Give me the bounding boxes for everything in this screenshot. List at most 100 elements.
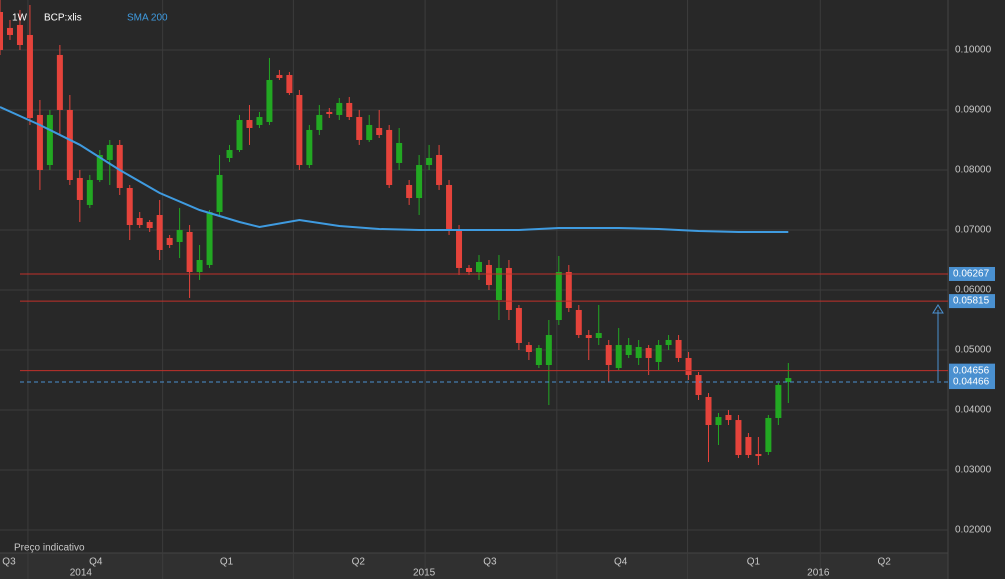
candle-body: [505, 267, 512, 310]
y-tick-label: 0.07000: [955, 225, 992, 236]
candle-body: [196, 259, 203, 272]
y-tick-label: 0.03000: [955, 465, 992, 476]
candle-body: [296, 94, 303, 166]
candle-body: [176, 229, 183, 242]
candle-body: [495, 267, 502, 301]
x-tick-label: 2016: [807, 568, 830, 579]
price-tag-label: 0.05815: [953, 296, 990, 307]
candle-body: [655, 345, 662, 363]
candle-body: [26, 34, 33, 118]
candle-body: [715, 417, 722, 426]
candle-body: [635, 347, 642, 358]
candle-body: [595, 333, 602, 339]
candle-body: [406, 184, 413, 199]
candle-body: [615, 345, 622, 369]
x-tick-label: Q3: [2, 557, 16, 568]
candle-body: [605, 345, 612, 366]
x-tick-label: Q3: [483, 557, 497, 568]
y-tick-label: 0.02000: [955, 525, 992, 536]
candle-body: [66, 109, 73, 181]
price-tag: [949, 266, 995, 281]
x-tick-label: 2014: [70, 568, 93, 579]
candle-body: [565, 271, 572, 309]
candle-body: [366, 124, 373, 140]
candle-body: [745, 437, 752, 456]
candle-body: [216, 174, 223, 212]
x-tick-label: Q4: [89, 557, 103, 568]
y-tick-label: 0.08000: [955, 165, 992, 176]
arrow-head: [932, 304, 944, 314]
candle-body: [785, 378, 792, 382]
candle-body: [166, 237, 173, 245]
legend-entry: SMA 200: [127, 13, 168, 24]
candle-body: [86, 180, 93, 205]
candle-body: [6, 27, 13, 35]
candle-body: [136, 217, 143, 226]
candle-body: [236, 120, 243, 151]
x-tick-label: Q4: [614, 557, 628, 568]
candle-body: [396, 142, 403, 163]
candle-body: [466, 267, 473, 272]
candle-body: [356, 117, 363, 140]
candle-body: [376, 127, 383, 136]
candle-body: [116, 144, 123, 188]
candle-body: [735, 420, 742, 456]
x-tick-label: Q1: [747, 557, 761, 568]
y-tick-label: 0.05000: [955, 345, 992, 356]
candle-body: [436, 154, 443, 185]
candle-body: [276, 75, 283, 79]
candle-body: [475, 261, 482, 272]
candle-body: [246, 120, 253, 128]
candle-body: [446, 184, 453, 230]
candle-body: [56, 54, 63, 110]
candle-body: [0, 12, 3, 50]
candle-body: [346, 102, 353, 118]
candle-body: [386, 129, 393, 185]
candle-body: [156, 214, 163, 250]
symbol: BCP:xlis: [44, 13, 82, 24]
y-tick-label: 0.06000: [955, 285, 992, 296]
candle-body: [206, 211, 213, 265]
candle-body: [765, 417, 772, 453]
sma-line: [0, 106, 789, 233]
candle-body: [306, 129, 313, 166]
candle-body: [326, 111, 333, 115]
price-tag-label: 0.06267: [953, 269, 990, 280]
candle-body: [545, 335, 552, 366]
x-axis-bar: [0, 553, 948, 579]
price-tag: [949, 375, 995, 390]
price-tag-label: 0.04656: [953, 365, 990, 376]
x-tick-label: Q2: [877, 557, 891, 568]
candle-body: [36, 114, 43, 170]
candle-body: [485, 264, 492, 286]
candle-body: [96, 154, 103, 181]
candle-body: [675, 339, 682, 358]
candle-body: [685, 357, 692, 376]
candle-body: [575, 309, 582, 336]
candle-body: [585, 335, 592, 339]
candle-body: [665, 339, 672, 346]
x-tick-label: Q2: [352, 557, 366, 568]
y-tick-label: 0.09000: [955, 105, 992, 116]
candle-body: [226, 150, 233, 158]
candle-body: [525, 345, 532, 352]
candle-body: [106, 144, 113, 160]
candle-body: [126, 187, 133, 226]
candle-body: [16, 24, 23, 46]
candle-body: [266, 79, 273, 122]
x-tick-label: 2015: [413, 568, 436, 579]
candle-body: [456, 229, 463, 268]
candle-body: [515, 308, 522, 343]
candle-body: [146, 222, 153, 229]
interval: 1W: [12, 13, 28, 24]
price-tag: [949, 294, 995, 309]
candle-body: [705, 396, 712, 426]
candle-body: [695, 375, 702, 396]
candle-body: [775, 384, 782, 418]
price-tag: [949, 363, 995, 378]
candle-body: [555, 271, 562, 321]
footnote: Preço indicativo: [14, 543, 85, 554]
candle-body: [256, 117, 263, 125]
